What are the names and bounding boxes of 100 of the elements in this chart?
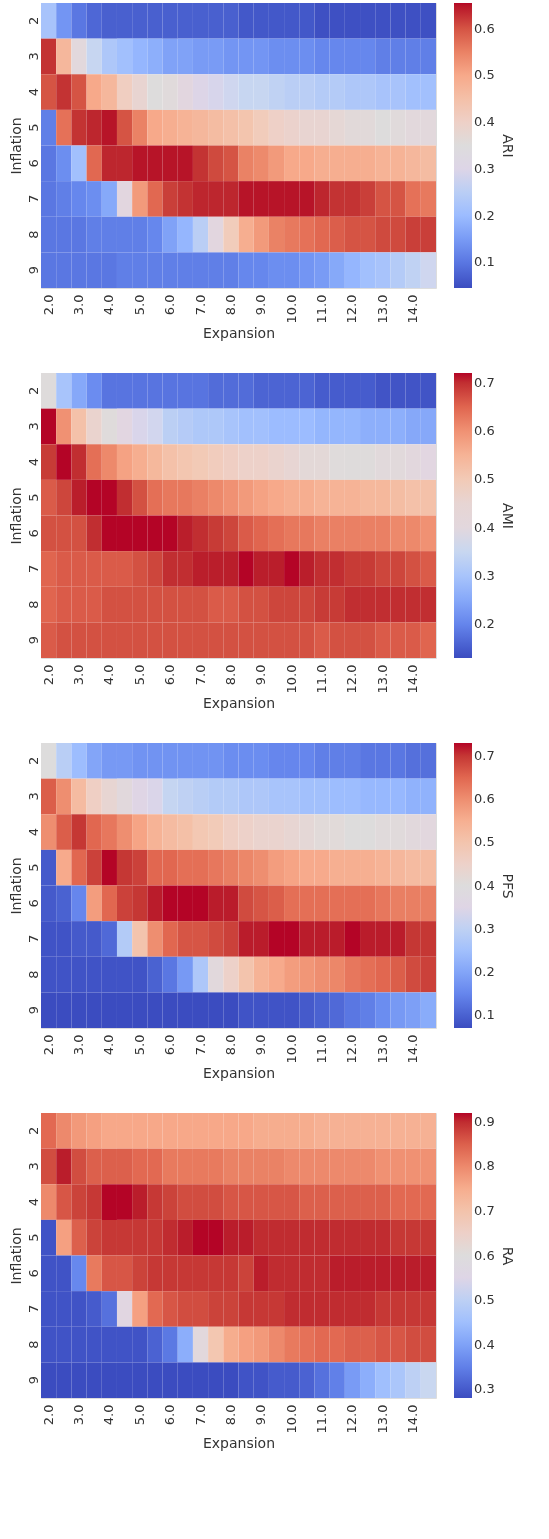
x-tick-label: 10.0 <box>283 294 299 324</box>
y-tick-label: 8 <box>25 230 41 239</box>
color-bar-label: 0.5 <box>474 1292 495 1308</box>
color-bar-label: 0.5 <box>474 67 495 83</box>
y-tick-label: 3 <box>25 422 41 431</box>
y-tick-label: 3 <box>25 792 41 801</box>
x-tick-label: 11.0 <box>314 294 330 324</box>
x-tick-label: 8.0 <box>222 1034 238 1056</box>
y-tick-label: 4 <box>25 827 41 837</box>
color-bar-label: 0.6 <box>474 422 495 438</box>
y-tick-label: 5 <box>25 1233 41 1242</box>
y-tick-label: 4 <box>25 457 41 467</box>
x-tick-label: 10.0 <box>283 1404 299 1434</box>
x-tick-label: 10.0 <box>283 1034 299 1064</box>
y-tick-label: 8 <box>25 970 41 979</box>
x-tick-label: 7.0 <box>192 1034 208 1056</box>
color-bar-label: 0.9 <box>474 1113 495 1129</box>
x-tick-label: 14.0 <box>405 294 421 324</box>
color-bar-label: 0.4 <box>474 1336 495 1352</box>
color-bar-title: PFS <box>500 873 516 899</box>
y-tick-label: 8 <box>25 1340 41 1349</box>
x-tick-label: 6.0 <box>162 1404 178 1426</box>
x-tick-label: 4.0 <box>101 1404 117 1426</box>
x-tick-label: 13.0 <box>374 1034 390 1064</box>
color-bar-label: 0.3 <box>474 920 495 936</box>
color-bar-title: RA <box>500 1246 516 1266</box>
y-tick-label: 2 <box>25 1126 41 1135</box>
y-tick-label: 9 <box>25 266 41 275</box>
x-tick-label: 11.0 <box>314 1404 330 1434</box>
x-tick-label: 6.0 <box>162 664 178 686</box>
color-bar-label: 0.3 <box>474 1381 495 1397</box>
y-tick-label: 2 <box>25 16 41 25</box>
x-tick-label: 12.0 <box>344 664 360 694</box>
y-tick-label: 6 <box>25 159 41 168</box>
x-tick-label: 9.0 <box>253 664 269 686</box>
x-tick-label: 2.0 <box>40 664 56 686</box>
x-tick-label: 9.0 <box>253 294 269 316</box>
x-tick-label: 12.0 <box>344 1404 360 1434</box>
x-tick-label: 10.0 <box>283 664 299 694</box>
color-bar-label: 0.6 <box>474 20 495 36</box>
color-bar-label: 0.7 <box>474 1202 495 1218</box>
color-bar-title: AMI <box>500 503 516 529</box>
x-tick-label: 12.0 <box>344 1034 360 1064</box>
x-tick-label: 7.0 <box>192 664 208 686</box>
x-tick-label: 13.0 <box>374 664 390 694</box>
y-axis-title: Inflation <box>7 487 24 545</box>
x-tick-label: 8.0 <box>222 664 238 686</box>
color-bar-label: 0.5 <box>474 834 495 850</box>
x-tick-label: 3.0 <box>70 1404 86 1426</box>
x-tick-label: 13.0 <box>374 294 390 324</box>
y-tick-label: 5 <box>25 123 41 132</box>
color-bar-label: 0.6 <box>474 791 495 807</box>
color-bar-title: ARI <box>500 134 516 158</box>
y-tick-label: 9 <box>25 1376 41 1385</box>
x-tick-label: 11.0 <box>314 1034 330 1064</box>
color-bar-label: 0.3 <box>474 567 495 583</box>
y-tick-label: 2 <box>25 756 41 765</box>
x-axis-title: Expansion <box>202 325 276 342</box>
x-tick-label: 12.0 <box>344 294 360 324</box>
y-tick-label: 8 <box>25 600 41 609</box>
y-tick-label: 6 <box>25 899 41 908</box>
x-tick-label: 3.0 <box>70 664 86 686</box>
x-tick-label: 7.0 <box>192 294 208 316</box>
x-tick-label: 11.0 <box>314 664 330 694</box>
y-tick-label: 7 <box>25 564 41 574</box>
x-tick-label: 14.0 <box>405 1404 421 1434</box>
y-tick-label: 4 <box>25 87 41 97</box>
x-tick-label: 4.0 <box>101 664 117 686</box>
x-tick-label: 14.0 <box>405 1034 421 1064</box>
color-bar-label: 0.4 <box>474 519 495 535</box>
x-tick-label: 4.0 <box>101 1034 117 1056</box>
x-tick-label: 7.0 <box>192 1404 208 1426</box>
color-bar-label: 0.1 <box>474 1007 495 1023</box>
x-axis-title: Expansion <box>202 695 276 712</box>
x-tick-label: 13.0 <box>374 1404 390 1434</box>
x-tick-label: 6.0 <box>162 294 178 316</box>
y-tick-label: 9 <box>25 1006 41 1015</box>
x-tick-label: 8.0 <box>222 1404 238 1426</box>
color-bar-label: 0.4 <box>474 877 495 893</box>
color-bar-label: 0.2 <box>474 207 495 223</box>
y-tick-label: 7 <box>25 934 41 944</box>
x-axis-title: Expansion <box>202 1435 276 1452</box>
color-bar-label: 0.3 <box>474 160 495 176</box>
x-tick-label: 4.0 <box>101 294 117 316</box>
y-tick-label: 9 <box>25 636 41 645</box>
color-bar-label: 0.6 <box>474 1247 495 1263</box>
color-bar-label: 0.2 <box>474 616 495 632</box>
x-tick-label: 6.0 <box>162 1034 178 1056</box>
color-bar-label: 0.8 <box>474 1158 495 1174</box>
y-tick-label: 3 <box>25 1162 41 1171</box>
color-bar-label: 0.5 <box>474 471 495 487</box>
x-tick-label: 9.0 <box>253 1404 269 1426</box>
color-bar-label: 0.4 <box>474 114 495 130</box>
x-tick-label: 3.0 <box>70 294 86 316</box>
x-tick-label: 2.0 <box>40 1034 56 1056</box>
color-bar-label: 0.7 <box>474 374 495 390</box>
y-tick-label: 6 <box>25 1269 41 1278</box>
x-tick-label: 2.0 <box>40 1404 56 1426</box>
y-tick-label: 2 <box>25 386 41 395</box>
y-axis-title: Inflation <box>7 117 24 175</box>
